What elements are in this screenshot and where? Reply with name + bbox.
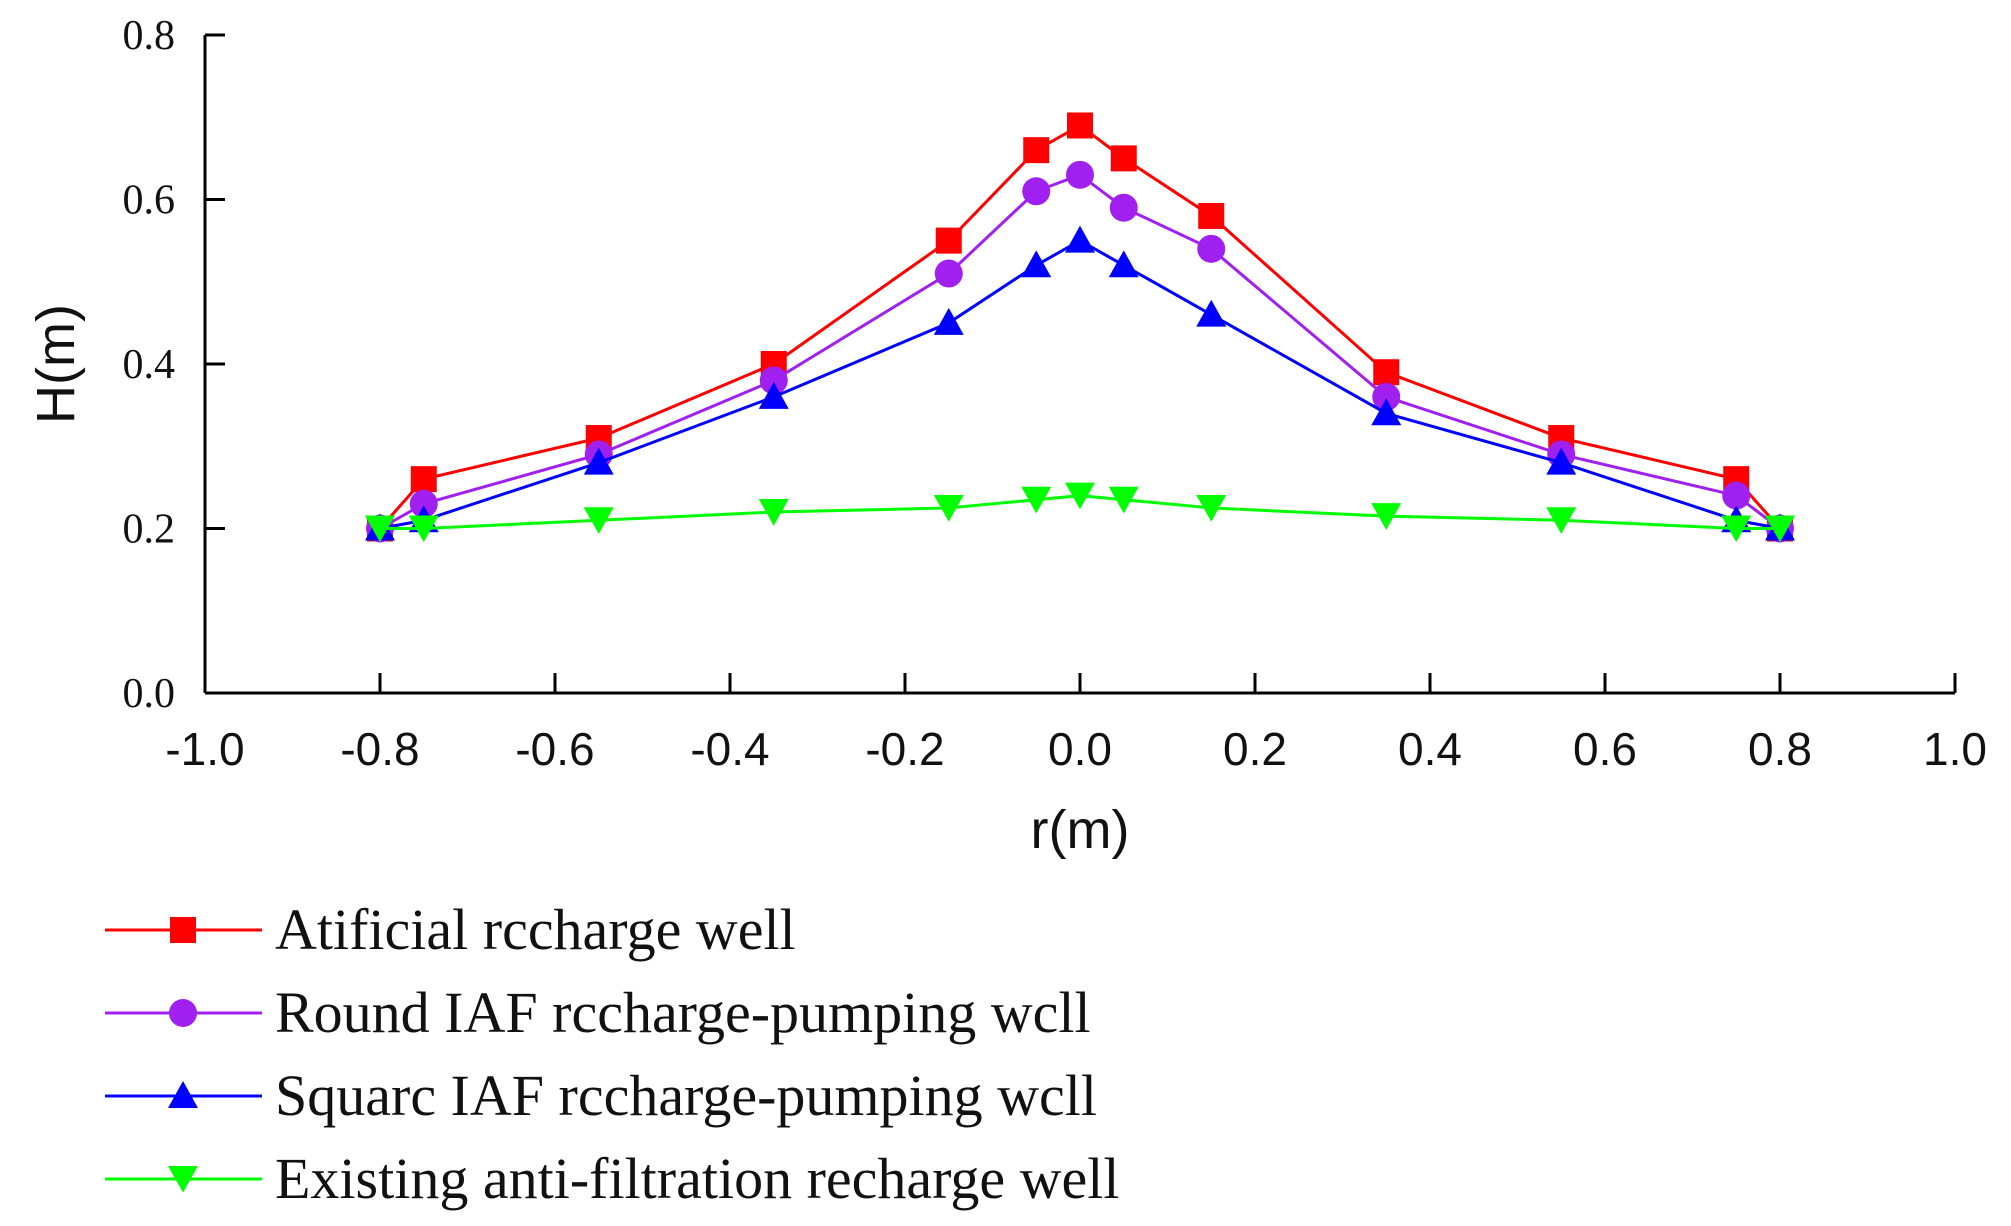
legend-entry: Existing anti-filtration recharge well bbox=[105, 1146, 1119, 1211]
data-point bbox=[1021, 486, 1052, 514]
data-point bbox=[759, 366, 788, 395]
y-tick-label: 0.6 bbox=[123, 178, 176, 224]
axes: 0.0 0.2 0.4 0.6 0.8 -1.0 -0.8 -0.6 -0.4 -0.2 0.0 0.… bbox=[26, 13, 1987, 860]
y-axis-label: H(m) bbox=[26, 304, 86, 424]
data-point bbox=[1110, 145, 1137, 172]
data-point bbox=[758, 499, 789, 526]
data-point bbox=[408, 515, 439, 543]
legend-label: Squarc IAF rccharge-pumping wcll bbox=[275, 1063, 1097, 1128]
x-tick-label: 0.4 bbox=[1398, 723, 1462, 775]
x-axis-label: r(m) bbox=[1031, 800, 1130, 860]
y-tick-label: 0.0 bbox=[123, 671, 176, 717]
data-point bbox=[1721, 515, 1752, 543]
data-point bbox=[1108, 250, 1139, 278]
data-point bbox=[1196, 299, 1227, 327]
data-point bbox=[1546, 507, 1577, 534]
data-point bbox=[1546, 447, 1577, 475]
data-point bbox=[1021, 250, 1052, 278]
data-point bbox=[365, 515, 395, 543]
x-tick-label: 0.8 bbox=[1748, 723, 1812, 775]
x-tick-label: -0.4 bbox=[690, 723, 769, 775]
data-point bbox=[1765, 515, 1795, 543]
data-point bbox=[1065, 482, 1095, 510]
data-point bbox=[1198, 202, 1225, 229]
data-point bbox=[1196, 494, 1227, 522]
legend-label: Atificial rccharge well bbox=[275, 897, 796, 962]
y-tick-label: 0.2 bbox=[123, 507, 176, 553]
data-point bbox=[1371, 503, 1402, 530]
data-point bbox=[1371, 398, 1402, 426]
data-point bbox=[1373, 359, 1400, 386]
data-point bbox=[583, 507, 614, 534]
legend-entry: Squarc IAF rccharge-pumping wcll bbox=[105, 1063, 1097, 1128]
x-tick-label: -0.6 bbox=[515, 723, 594, 775]
series-4 bbox=[365, 482, 1795, 543]
data-point bbox=[1722, 481, 1751, 510]
data-point bbox=[1067, 112, 1093, 139]
data-point bbox=[583, 447, 614, 475]
legend-marker bbox=[170, 917, 196, 943]
x-tick-label: 0.0 bbox=[1048, 723, 1112, 775]
data-point bbox=[933, 494, 964, 522]
legend-label: Existing anti-filtration recharge well bbox=[275, 1146, 1119, 1211]
legend-marker bbox=[169, 999, 197, 1027]
data-point bbox=[1022, 177, 1051, 206]
y-tick-label: 0.4 bbox=[123, 342, 176, 388]
series-1 bbox=[367, 112, 1793, 542]
data-point bbox=[935, 227, 962, 254]
data-point bbox=[410, 466, 437, 493]
legend: Atificial rccharge well Round IAF rccharg… bbox=[105, 897, 1119, 1211]
x-tick-label: 0.2 bbox=[1223, 723, 1287, 775]
x-tick-label: -0.8 bbox=[340, 723, 419, 775]
legend-entry: Atificial rccharge well bbox=[105, 897, 796, 962]
data-point bbox=[1066, 160, 1094, 189]
x-tick-label: -1.0 bbox=[165, 723, 244, 775]
data-point bbox=[1372, 382, 1401, 411]
data-point bbox=[1065, 225, 1095, 253]
data-point bbox=[1108, 486, 1139, 514]
data-point bbox=[409, 489, 438, 518]
series-layer bbox=[365, 112, 1795, 543]
data-point bbox=[758, 381, 789, 409]
y-tick-label: 0.8 bbox=[123, 13, 176, 59]
data-point bbox=[933, 307, 964, 335]
data-point bbox=[1197, 234, 1226, 263]
data-point bbox=[1023, 137, 1050, 164]
data-point bbox=[934, 259, 963, 288]
x-tick-label: 1.0 bbox=[1923, 723, 1987, 775]
legend-marker bbox=[168, 1166, 198, 1193]
legend-label: Round IAF rccharge-pumping wcll bbox=[275, 980, 1091, 1045]
data-point bbox=[1109, 193, 1138, 222]
legend-entry: Round IAF rccharge-pumping wcll bbox=[105, 980, 1091, 1045]
x-tick-label: 0.6 bbox=[1573, 723, 1637, 775]
legend-marker bbox=[168, 1081, 198, 1108]
x-tick-label: -0.2 bbox=[865, 723, 944, 775]
